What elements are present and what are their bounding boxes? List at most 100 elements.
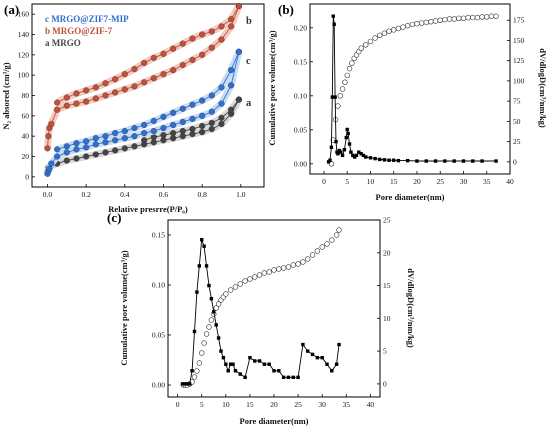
panel-b-series-0-point-37	[470, 14, 476, 21]
series-c-des-point-18	[63, 143, 70, 150]
panel-b-xtick-label-2: 10	[367, 177, 375, 186]
panel-c-series-0-point-41	[333, 232, 340, 238]
panel-c-series-1-point-19	[226, 369, 230, 373]
series-c-des-point-3	[208, 92, 215, 99]
panel-a-xtick-label-5: 1.0	[236, 190, 246, 199]
panel-b-series-0-point-33	[451, 16, 457, 22]
panel-b-series-1-point-37	[443, 159, 447, 163]
panel-b-series-0-point-38	[474, 14, 481, 21]
series-a-ads-point-17	[189, 131, 196, 138]
panel-b-series-0-point-31	[442, 16, 448, 23]
series-b-des-point-18	[63, 94, 70, 101]
panel-c-series-0-point-24	[252, 274, 258, 280]
series-c-des-point-11	[131, 124, 138, 132]
panel-c-series-1-point-40	[320, 355, 324, 360]
series-c-ads-point-3	[48, 160, 55, 167]
panel-b-frame	[309, 3, 511, 175]
panel-b-series-0-point-30	[437, 17, 443, 24]
panel-c-series-1-point-35	[296, 375, 300, 380]
panel-b-ytick-label-left-4: 0.20	[294, 23, 307, 32]
panel-c-ytick-label-right-2: 10	[383, 314, 391, 323]
series-c-ads-point-18	[189, 115, 196, 122]
panel-c-series-1-point-3	[187, 382, 192, 386]
panel-a-ylabel: N₂ absored (cm³/g)	[1, 62, 11, 129]
series-c-des-point-8	[160, 113, 167, 120]
panel-c-series-0-point-39	[324, 241, 330, 247]
panel-b-series-0-point-21	[395, 25, 402, 32]
panel-c-series-1-point-6	[195, 290, 199, 294]
panel-a-ytick-label-left-7: 140	[18, 30, 30, 39]
panel-b-xlabel: Pore diameter(nm)	[376, 192, 445, 202]
panel-c-ytick-label-right-0: 0	[383, 379, 387, 388]
panel-b-xtick-label-5: 25	[436, 177, 444, 186]
panel-c-ytick-label-left-1: 0.05	[152, 331, 165, 340]
series-b-ads-point-21	[218, 36, 225, 43]
panel-b-series-1-point-3	[330, 95, 335, 99]
panel-c-series-0-point-6	[194, 368, 200, 374]
panel-c-series-0-point-36	[309, 252, 316, 258]
panel-c-series-0-point-14	[213, 305, 219, 311]
series-c-ads-point-8	[92, 141, 99, 148]
panel-c-ytick-label-right-1: 5	[383, 347, 387, 356]
series-a-des-point-5	[189, 126, 196, 133]
panel-c-series-0-point-12	[208, 317, 215, 323]
panel-c-xtick-label-5: 25	[294, 400, 302, 409]
series-c-ads-point-16	[170, 121, 177, 129]
series-a-des-point-1	[228, 106, 235, 113]
panel-b-series-0-point-15	[367, 38, 374, 45]
series-c-ads-point-19	[199, 112, 206, 119]
series-b-des-point-17	[73, 90, 80, 97]
panel-b-series-0-point-4	[337, 93, 343, 99]
series-b-ads-point-0	[44, 145, 51, 152]
panel-c-xtick-label-3: 15	[246, 400, 254, 409]
panel-b-series-0-point-27	[423, 19, 429, 26]
series-c-ads-point-4	[54, 153, 61, 160]
panel-c-series-0-point-37	[314, 248, 321, 254]
series-b-des-point-2	[218, 23, 225, 30]
legend-item-c: c MRGO@ZIF7-MIP	[45, 14, 129, 24]
panel-b-ylabel-right: dV/dlogD(cm³/nm/kg)	[538, 48, 548, 128]
panel-c-series-0-point-27	[266, 269, 272, 275]
panel-c-ytick-label-left-0: 0.00	[152, 381, 165, 390]
panel-c-xtick-label-6: 30	[318, 400, 326, 409]
series-a-des-point-0	[235, 96, 242, 103]
series-c-des-point-7	[170, 109, 177, 116]
series-b-des-point-15	[92, 84, 99, 91]
series-b-des-point-6	[179, 40, 186, 47]
panel-b-series-1-point-9	[336, 152, 340, 156]
panel-b-series-0-point-32	[446, 16, 453, 22]
panel-c-series-1-point-26	[253, 359, 257, 363]
panel-c-series-1-point-24	[243, 375, 247, 380]
panel-c-series-1-point-25	[248, 355, 252, 360]
panel-b-label: (b)	[278, 2, 294, 17]
panel-c-xtick-label-0: 0	[176, 400, 180, 409]
panel-b-series-0-point-6	[342, 79, 348, 85]
panel-b-series-0-point-29	[432, 18, 439, 24]
series-b-des-point-12	[121, 71, 128, 78]
panel-c-ytick-label-right-5: 25	[383, 216, 391, 225]
panel-c-ytick-label-right-3: 15	[383, 281, 391, 290]
panel-c-series-1-point-2	[185, 382, 189, 386]
series-a-ads-point-14	[160, 137, 167, 144]
series-c-ads-point-2	[46, 165, 53, 172]
series-a-ads-point-19	[208, 126, 215, 133]
series-b-ads-point-7	[83, 98, 90, 105]
series-b-des-point-10	[141, 59, 148, 67]
series-c-ads-point-21	[218, 100, 225, 107]
panel-c-series-0-point-21	[237, 281, 243, 287]
series-b-des-point-19	[54, 99, 61, 106]
series-c-des-point-14	[102, 133, 109, 140]
series-b-des-point-13	[112, 76, 119, 83]
panel-b-series-0-point-16	[372, 35, 378, 41]
series-b-ads-point-13	[141, 79, 148, 86]
panel-b-ylabel-left: Cumulative pore volume(cm³/g)	[267, 30, 277, 145]
series-a-ads-point-8	[102, 149, 109, 156]
series-c-des-point-13	[112, 130, 119, 137]
panel-c-series-0-point-5	[191, 374, 198, 380]
panel-b-series-1-point-14	[344, 135, 348, 140]
panel-b-series-1-point-25	[364, 155, 368, 159]
panel-b-series-0-point-18	[381, 30, 388, 36]
series-c-des-point-1	[228, 67, 235, 74]
panel-c-series-1-point-22	[233, 369, 238, 373]
panel-b-series-1-point-20	[352, 155, 357, 159]
